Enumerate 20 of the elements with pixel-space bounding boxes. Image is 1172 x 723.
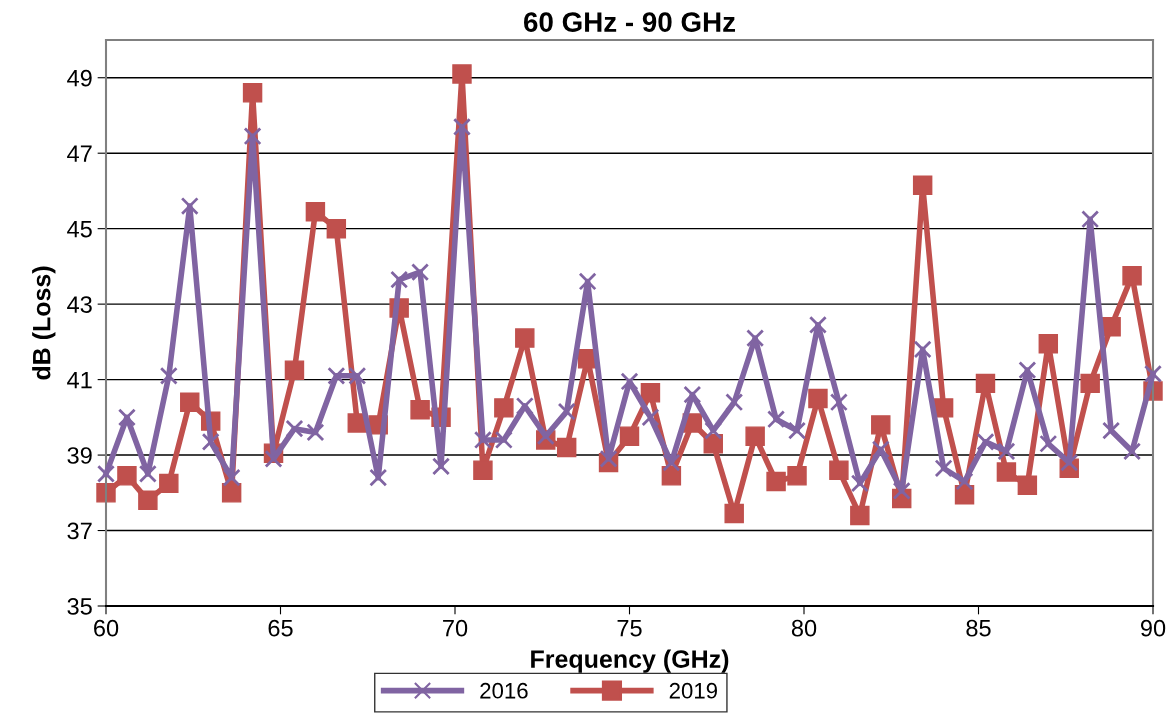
- x-tick-label: 80: [791, 619, 817, 637]
- y-tick-label: 43: [67, 296, 92, 313]
- x-tick-label: 65: [268, 619, 293, 637]
- y-tick-label: 47: [67, 145, 92, 162]
- x-tick-label: 90: [1140, 619, 1166, 637]
- y-tick-label: 41: [67, 371, 92, 389]
- x-axis-title: Frequency (GHz): [531, 649, 729, 673]
- y-tick-label: 39: [67, 447, 92, 464]
- chart-title: 60 GHz - 90 GHz: [524, 12, 736, 32]
- x-tick-label: 60: [94, 619, 119, 637]
- y-axis-title: dB (Loss): [32, 266, 56, 380]
- legend-label: 2019: [669, 682, 717, 699]
- x-tick-label: 75: [617, 620, 642, 637]
- x-tick-label: 85: [966, 619, 991, 637]
- y-tick-label: 49: [67, 69, 92, 87]
- y-tick-label: 37: [67, 522, 92, 540]
- legend-label: 2016: [480, 682, 528, 699]
- y-tick-label: 35: [67, 598, 92, 615]
- y-tick-label: 45: [67, 220, 92, 238]
- x-tick-label: 70: [443, 619, 468, 637]
